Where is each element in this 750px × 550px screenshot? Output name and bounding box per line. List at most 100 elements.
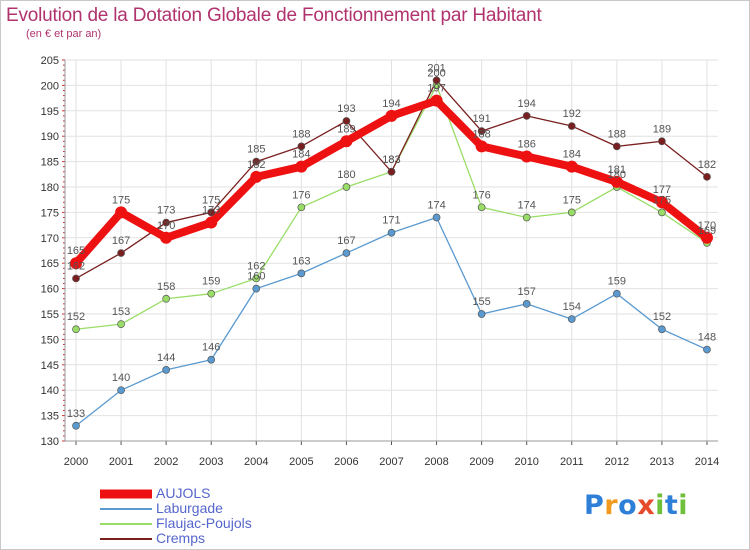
chart-subtitle: (en € et par an) <box>26 28 102 40</box>
data-point-laburgade[interactable] <box>252 284 261 293</box>
data-point-laburgade[interactable] <box>207 355 216 364</box>
y-tick-label: 175 <box>41 207 59 219</box>
data-point-cremps[interactable] <box>252 157 261 166</box>
data-label-cremps: 182 <box>698 159 716 171</box>
data-point-flaujac-poujols[interactable] <box>72 325 80 334</box>
data-point-flaujac-poujols[interactable] <box>522 213 531 222</box>
legend-item-aujols[interactable]: AUJOLS <box>100 486 320 501</box>
data-label-aujols: 170 <box>157 220 175 232</box>
data-point-laburgade[interactable] <box>162 366 170 374</box>
data-label-cremps: 175 <box>202 194 220 206</box>
data-point-cremps[interactable] <box>522 112 531 120</box>
data-point-flaujac-poujols[interactable] <box>162 294 170 303</box>
data-point-flaujac-poujols[interactable] <box>252 274 261 283</box>
x-tick-label: 2004 <box>244 456 268 468</box>
data-point-flaujac-poujols[interactable] <box>297 203 306 212</box>
data-point-aujols[interactable] <box>655 196 668 209</box>
data-point-cremps[interactable] <box>567 122 576 130</box>
data-label-cremps: 183 <box>382 154 400 166</box>
data-point-flaujac-poujols[interactable] <box>658 208 666 217</box>
data-point-aujols[interactable] <box>430 94 443 107</box>
proxiti-logo: Proxiti <box>584 490 688 521</box>
x-tick-label: 2003 <box>199 456 223 468</box>
data-point-aujols[interactable] <box>250 170 263 183</box>
data-label-laburgade: 152 <box>653 311 671 323</box>
data-point-cremps[interactable] <box>162 218 170 227</box>
data-point-laburgade[interactable] <box>703 345 711 354</box>
data-point-flaujac-poujols[interactable] <box>567 208 576 217</box>
x-tick-label: 2012 <box>605 456 629 468</box>
data-point-aujols[interactable] <box>295 160 308 173</box>
data-point-aujols[interactable] <box>700 231 713 244</box>
logo-letter: P <box>584 490 605 521</box>
data-point-flaujac-poujols[interactable] <box>477 203 486 212</box>
legend-item-laburgade[interactable]: Laburgade <box>100 501 320 516</box>
data-label-flaujac-poujols: 162 <box>247 260 265 272</box>
data-point-cremps[interactable] <box>477 127 486 135</box>
legend-item-cremps[interactable]: Cremps <box>100 531 320 546</box>
data-point-laburgade[interactable] <box>658 325 666 334</box>
data-label-laburgade: 167 <box>337 235 355 247</box>
data-labels: 133 140 144 146 160 163 167 171 174 155 157 154 159 1… <box>67 62 716 419</box>
legend-item-flaujac-poujols[interactable]: Flaujac-Poujols <box>100 516 320 531</box>
data-point-aujols[interactable] <box>520 150 533 163</box>
data-point-aujols[interactable] <box>610 175 623 188</box>
data-label-flaujac-poujols: 152 <box>67 311 85 323</box>
x-tick-label: 2000 <box>64 456 88 468</box>
data-label-aujols: 181 <box>608 164 626 176</box>
data-point-cremps[interactable] <box>658 137 666 146</box>
data-point-cremps[interactable] <box>703 172 711 181</box>
legend-label-cremps: Cremps <box>156 530 206 546</box>
data-point-laburgade[interactable] <box>342 249 351 257</box>
data-point-cremps[interactable] <box>297 142 306 151</box>
x-tick-label: 2013 <box>650 456 674 468</box>
data-point-laburgade[interactable] <box>72 421 80 430</box>
data-point-laburgade[interactable] <box>522 299 531 308</box>
data-point-aujols[interactable] <box>160 231 173 244</box>
data-point-aujols[interactable] <box>205 216 218 229</box>
data-label-flaujac-poujols: 183 <box>382 154 400 166</box>
data-point-laburgade[interactable] <box>117 386 125 395</box>
data-point-cremps[interactable] <box>72 274 80 283</box>
data-point-laburgade[interactable] <box>567 315 576 323</box>
data-label-cremps: 188 <box>292 128 310 140</box>
data-point-cremps[interactable] <box>342 117 351 125</box>
x-tick-label: 2008 <box>424 456 448 468</box>
data-point-aujols[interactable] <box>385 109 398 122</box>
data-label-cremps: 194 <box>518 98 536 110</box>
data-label-laburgade: 163 <box>292 255 310 267</box>
data-point-laburgade[interactable] <box>387 228 396 237</box>
data-point-laburgade[interactable] <box>477 310 486 318</box>
data-label-flaujac-poujols: 175 <box>653 194 671 206</box>
data-point-flaujac-poujols[interactable] <box>117 320 125 329</box>
data-point-laburgade[interactable] <box>612 289 621 298</box>
y-tick-label: 205 <box>41 55 59 67</box>
data-label-laburgade: 140 <box>112 372 130 384</box>
data-point-aujols[interactable] <box>115 206 128 219</box>
data-point-flaujac-poujols[interactable] <box>342 183 351 191</box>
data-point-aujols[interactable] <box>565 160 578 173</box>
data-point-aujols[interactable] <box>70 257 82 270</box>
logo-letter: o <box>618 490 638 521</box>
data-point-cremps[interactable] <box>612 142 621 151</box>
data-point-cremps[interactable] <box>432 76 441 85</box>
logo-letter: i <box>655 490 665 521</box>
data-label-flaujac-poujols: 180 <box>608 169 626 181</box>
data-label-aujols: 165 <box>67 245 85 257</box>
data-label-flaujac-poujols: 159 <box>202 276 220 288</box>
x-tick-label: 2009 <box>469 456 493 468</box>
data-point-cremps[interactable] <box>207 208 216 217</box>
data-point-flaujac-poujols[interactable] <box>207 289 216 298</box>
data-point-cremps[interactable] <box>387 167 396 176</box>
data-point-aujols[interactable] <box>475 140 488 153</box>
data-point-laburgade[interactable] <box>297 269 306 278</box>
data-point-laburgade[interactable] <box>432 213 441 222</box>
y-tick-label: 145 <box>41 360 59 372</box>
data-label-laburgade: 157 <box>518 286 536 298</box>
data-point-cremps[interactable] <box>117 249 125 257</box>
data-points <box>70 76 713 430</box>
data-point-aujols[interactable] <box>340 135 353 148</box>
data-label-flaujac-poujols: 176 <box>472 189 490 201</box>
x-tick-label: 2011 <box>560 456 584 468</box>
data-label-cremps: 201 <box>427 62 445 74</box>
